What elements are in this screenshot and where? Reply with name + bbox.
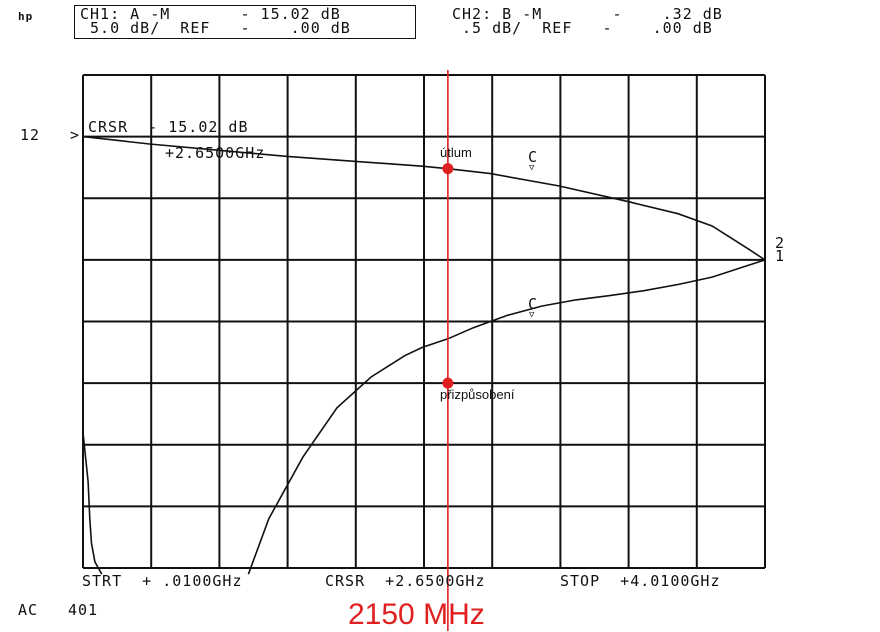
footer-stop: STOP +4.0100GHz [560, 572, 721, 590]
trace-utlum [82, 135, 766, 261]
hp-logo: hp [18, 10, 34, 23]
cursor-point-utlum [442, 163, 454, 175]
ac-label: AC [18, 601, 39, 619]
footer-cursor: CRSR +2.6500GHz [325, 572, 486, 590]
point-label-utlum: útlum [440, 145, 472, 160]
marker-c-upper: C [528, 148, 539, 166]
ref-arrow-icon: > [70, 126, 81, 144]
point-label-prizpusobeni: přizpůsobení [440, 387, 515, 402]
channel-1-readout-box [74, 5, 416, 39]
cursor-point-prizpusobeni [442, 377, 454, 389]
plot-cursor [442, 70, 454, 631]
marker-c-lower: C [528, 295, 539, 313]
ch2-line1: CH2: B -M - .32 dB [452, 5, 723, 23]
ch1-line2: 5.0 dB/ REF - .00 dB [80, 19, 351, 37]
ch2-line2: .5 dB/ REF - .00 dB [452, 19, 713, 37]
plot-traces [82, 135, 766, 575]
trace-prizpusobeni [82, 432, 103, 575]
ch1-line1: CH1: A -M - 15.02 dB [80, 5, 341, 23]
cursor-readout-level: CRSR - 15.02 dB [88, 118, 249, 136]
footer-start: STRT + .0100GHz [82, 572, 243, 590]
trace-end-2: 2 [775, 234, 786, 252]
marker-c-lower-arrow-icon: ▽ [529, 310, 535, 320]
frequency-annotation: 2150 MHz [348, 598, 485, 631]
ref-level-label: 12 [20, 126, 41, 144]
ac-number: 401 [68, 601, 99, 619]
cursor-readout-freq: +2.6500GHz [165, 144, 266, 162]
marker-c-upper-arrow-icon: ▽ [529, 163, 535, 173]
trace-prizpusobeni [247, 259, 766, 575]
trace-end-1: 1 [775, 247, 786, 265]
